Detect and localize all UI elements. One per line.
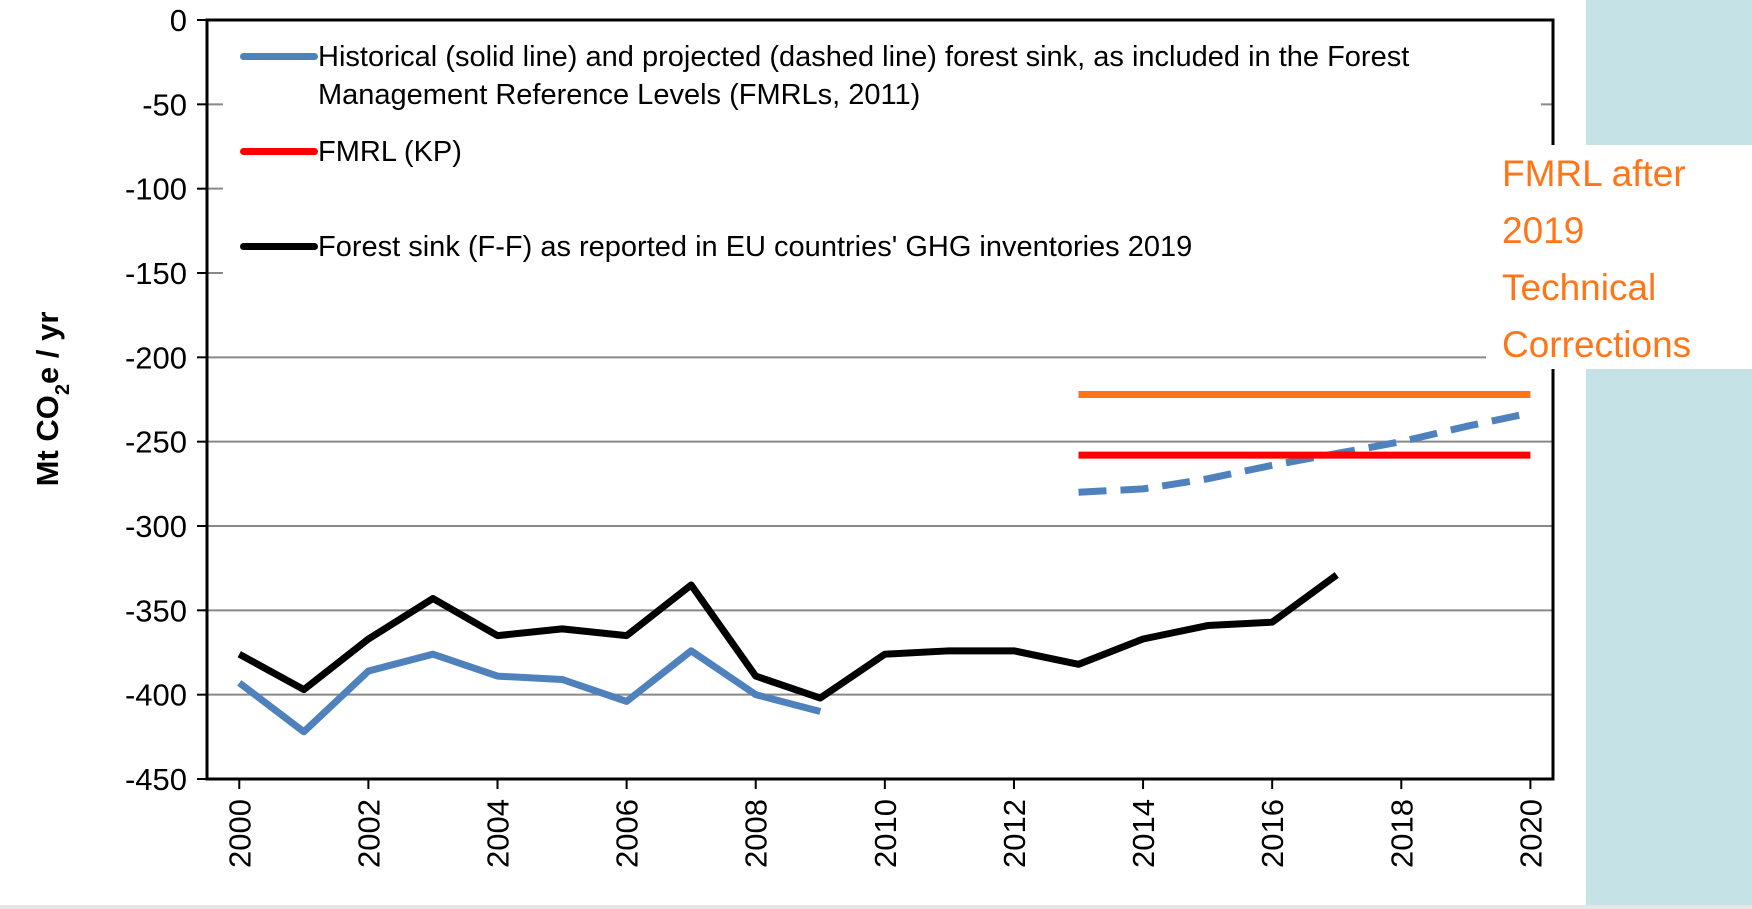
legend-entry: Historical (solid line) and projected (d… [240,38,1533,114]
legend-label: Historical (solid line) and projected (d… [318,41,1410,111]
x-tick-label: 2012 [997,799,1032,868]
y-axis-label: Mt CO2e / yr [30,312,74,487]
bottom-strip [0,905,1752,909]
y-label-main: Mt CO [30,395,65,486]
y-tick-label: -400 [125,678,187,713]
y-label-rest: e / yr [30,312,65,384]
data-line [237,647,822,736]
x-tick-label: 2016 [1255,799,1290,868]
legend-entry: FMRL (KP) [240,133,1533,171]
y-tick-label: -150 [125,256,187,291]
legend-entry: Forest sink (F-F) as reported in EU coun… [240,228,1533,266]
legend-swatch [240,243,318,250]
y-tick-label: -100 [125,172,187,207]
legend-swatch [240,148,318,155]
x-tick-label: 2004 [481,799,516,868]
y-tick-label: 0 [170,3,187,38]
legend-label: Forest sink (F-F) as reported in EU coun… [318,231,1193,263]
x-tick-label: 2002 [351,799,386,868]
annotation-text: FMRL after 2019 Technical Corrections [1502,153,1692,365]
y-tick-label: -300 [125,509,187,544]
data-line [237,572,1339,702]
y-label-sub: 2 [52,384,74,395]
legend-label: FMRL (KP) [318,136,462,168]
legend-swatch [240,53,318,60]
plot-border [205,18,1555,781]
x-tick-label: 2010 [868,799,903,868]
x-tick-label: 2006 [610,799,645,868]
y-tick-label: -450 [125,762,187,797]
y-tick-label: -50 [142,87,187,122]
x-tick-label: 2008 [739,799,774,868]
x-tick-label: 2014 [1126,799,1161,868]
y-tick-label: -250 [125,425,187,460]
y-tick-label: -350 [125,593,187,628]
annotation-box: FMRL after 2019 Technical Corrections [1486,145,1752,369]
x-tick-label: 2020 [1513,799,1548,868]
x-tick-label: 2000 [222,799,257,868]
x-tick-label: 2018 [1384,799,1419,868]
data-line [1078,409,1532,496]
y-tick-label: -200 [125,340,187,375]
legend: Historical (solid line) and projected (d… [223,34,1541,302]
